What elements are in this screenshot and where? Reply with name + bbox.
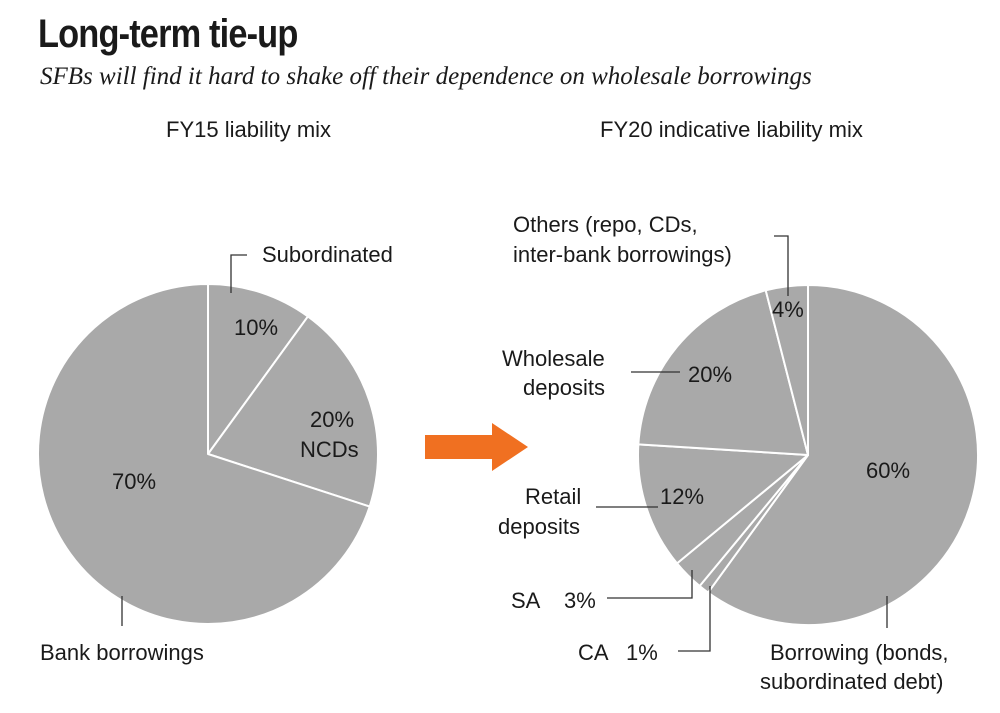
leader-lines — [121, 235, 888, 652]
leader-line-subordinated — [230, 254, 247, 293]
slice-label-bank-borrowings: Bank borrowings — [40, 640, 204, 665]
leader-line-others — [774, 235, 789, 296]
pie-slice-subordinated — [207, 283, 309, 455]
slice-label-ca: CA — [578, 640, 609, 665]
pie-slice-borrowing-bonds-subordinated-debt — [707, 284, 979, 626]
chart-title-main: Long-term tie-up — [38, 12, 298, 56]
slice-value-subordinated: 10% — [234, 315, 279, 340]
pie-slice-ncds — [207, 315, 379, 508]
leader-line-sa — [607, 570, 693, 599]
fy20-pie-title: FY20 indicative liability mix — [600, 117, 863, 142]
slice-value-bank-borrowings: 70% — [112, 469, 157, 494]
arrow-icon — [425, 423, 528, 471]
slice-label-retail-line1: Retail — [525, 484, 582, 509]
fy20-pie — [637, 284, 979, 626]
slice-value-ncds: 20% — [310, 407, 355, 432]
leader-line-ca — [678, 586, 711, 652]
slice-label-retail-line2: deposits — [498, 514, 580, 539]
slice-value-sa: 3% — [564, 588, 596, 613]
pie-slice-bank-borrowings — [37, 283, 371, 625]
slice-value-others: 4% — [772, 297, 804, 322]
slice-label-subordinated: Subordinated — [262, 242, 393, 267]
slice-label-borrowing-line1: Borrowing (bonds, — [770, 640, 949, 665]
slice-value-ca: 1% — [626, 640, 658, 665]
slice-label-borrowing-line2: subordinated debt) — [760, 669, 944, 694]
slice-label-ncds: NCDs — [300, 437, 359, 462]
slice-label-wholesale-line2: deposits — [523, 375, 605, 400]
fy15-pie — [37, 283, 379, 625]
pie-slice-others-repo-cds-inter-bank-borrowings — [764, 284, 809, 456]
slice-label-others-line1: Others (repo, CDs, — [513, 212, 698, 237]
slice-value-wholesale: 20% — [688, 362, 733, 387]
chart-subtitle: SFBs will find it hard to shake off thei… — [40, 63, 812, 90]
slice-label-others-line2: inter-bank borrowings) — [513, 242, 732, 267]
pie-slice-wholesale-deposits — [637, 289, 809, 456]
slice-label-sa: SA — [511, 588, 541, 613]
slice-value-retail: 12% — [660, 484, 705, 509]
fy15-pie-title: FY15 liability mix — [166, 117, 332, 142]
slice-value-borrowing: 60% — [866, 458, 911, 483]
slice-label-wholesale-line1: Wholesale — [502, 346, 605, 371]
